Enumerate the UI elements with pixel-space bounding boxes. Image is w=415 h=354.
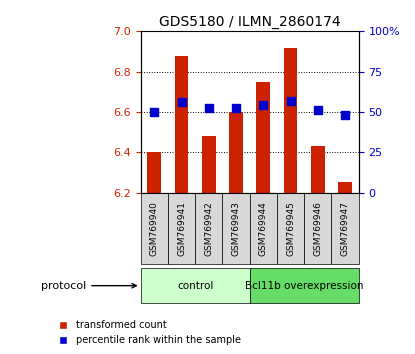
FancyBboxPatch shape [304, 193, 332, 264]
Bar [311, 146, 325, 193]
Point [205, 105, 212, 111]
FancyBboxPatch shape [195, 193, 222, 264]
FancyBboxPatch shape [222, 193, 250, 264]
Bar [229, 112, 243, 193]
FancyBboxPatch shape [168, 193, 195, 264]
Text: GSM769945: GSM769945 [286, 201, 295, 256]
Bar [175, 56, 188, 193]
Text: GSM769942: GSM769942 [204, 201, 213, 256]
FancyBboxPatch shape [332, 193, 359, 264]
Bar [147, 152, 161, 193]
Bar [338, 182, 352, 193]
FancyBboxPatch shape [141, 268, 250, 303]
Text: GSM769943: GSM769943 [232, 201, 241, 256]
Point [260, 102, 266, 108]
Bar [284, 47, 297, 193]
Text: Bcl11b overexpression: Bcl11b overexpression [245, 281, 364, 291]
Point [342, 112, 348, 118]
Point [315, 107, 321, 113]
Text: control: control [177, 281, 213, 291]
Text: GSM769947: GSM769947 [341, 201, 349, 256]
Text: GSM769940: GSM769940 [150, 201, 159, 256]
FancyBboxPatch shape [141, 193, 168, 264]
Point [178, 99, 185, 105]
Text: GSM769941: GSM769941 [177, 201, 186, 256]
Point [233, 105, 239, 111]
Text: GSM769946: GSM769946 [313, 201, 322, 256]
FancyBboxPatch shape [250, 268, 359, 303]
Text: protocol: protocol [41, 281, 137, 291]
FancyBboxPatch shape [250, 193, 277, 264]
Bar [256, 82, 270, 193]
Point [151, 109, 158, 115]
Bar [202, 136, 216, 193]
Title: GDS5180 / ILMN_2860174: GDS5180 / ILMN_2860174 [159, 15, 340, 29]
Legend: transformed count, percentile rank within the sample: transformed count, percentile rank withi… [55, 316, 245, 349]
Text: GSM769944: GSM769944 [259, 201, 268, 256]
Point [287, 98, 294, 104]
FancyBboxPatch shape [277, 193, 304, 264]
